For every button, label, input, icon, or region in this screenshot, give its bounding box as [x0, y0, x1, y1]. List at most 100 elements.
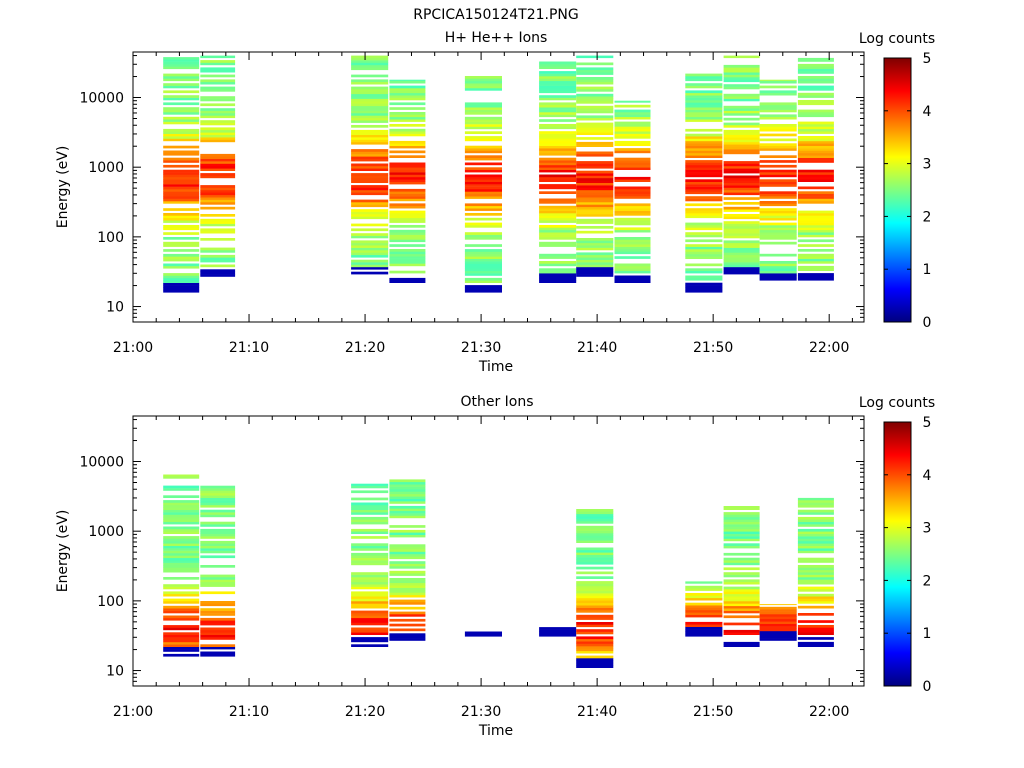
spectrogram-cell [685, 97, 723, 101]
y-tick-label: 100 [97, 230, 124, 246]
spectrogram-cell [797, 126, 834, 130]
spectrogram-cell [464, 213, 502, 216]
spectrogram-cell [163, 172, 200, 175]
spectrogram-cell [351, 245, 389, 248]
spectrogram-cell [797, 256, 834, 259]
spectrogram-cell [759, 128, 797, 132]
spectrogram-cell [351, 115, 389, 119]
spectrogram-cell [351, 598, 389, 602]
spectrogram-cell [200, 192, 236, 196]
spectrogram-cell [200, 485, 236, 489]
spectrogram-cell [614, 193, 651, 197]
spectrogram-cell [723, 512, 760, 515]
spectrogram-cell [351, 141, 389, 145]
spectrogram-cell [539, 95, 577, 98]
spectrogram-cell [685, 167, 723, 170]
spectrogram-cell [389, 92, 426, 96]
spectrogram-cell [163, 107, 200, 110]
spectrogram-cell [464, 287, 502, 291]
spectrogram-cell [200, 62, 236, 66]
spectrogram-cell [163, 102, 200, 106]
spectrogram-cell [351, 603, 389, 607]
spectrogram-cell [539, 633, 577, 637]
spectrogram-cell [723, 72, 760, 75]
spectrogram-cell [539, 61, 577, 65]
spectrogram-cell [723, 235, 760, 239]
spectrogram-cell [163, 112, 200, 115]
spectrogram-cell [351, 581, 389, 585]
spectrogram-cell [614, 263, 651, 267]
spectrogram-cell [163, 565, 200, 568]
spectrogram-cell [389, 551, 426, 555]
spectrogram-cell [723, 593, 760, 597]
spectrogram-cell [685, 109, 723, 113]
spectrogram-cell [200, 81, 236, 85]
spectrogram-cell [614, 148, 651, 151]
time-column [539, 61, 577, 283]
x-tick-label: 22:00 [809, 340, 849, 356]
spectrogram-cell [351, 504, 389, 508]
spectrogram-cell [200, 110, 236, 114]
spectrogram-cell [389, 270, 426, 274]
spectrogram-cell [351, 199, 389, 203]
colorbar-tick-label: 5 [923, 415, 932, 431]
spectrogram-cell [163, 241, 200, 245]
spectrogram-cell [200, 536, 236, 539]
spectrogram-cell [539, 210, 577, 214]
spectrogram-cell [723, 591, 760, 595]
spectrogram-cell [797, 533, 834, 537]
spectrogram-cell [797, 545, 834, 549]
spectrogram-cell [723, 214, 760, 217]
spectrogram-cell [576, 549, 614, 553]
colorbar-tick-label: 4 [923, 468, 932, 484]
spectrogram-cell [464, 280, 502, 283]
spectrogram-cell [200, 540, 236, 544]
spectrogram-cell [389, 493, 426, 497]
spectrogram-cell [576, 650, 614, 654]
spectrogram-cell [539, 66, 577, 69]
spectrogram-cell [797, 160, 834, 163]
spectrogram-cell [723, 226, 760, 229]
spectrogram-cell [163, 83, 200, 86]
y-tick-label: 10000 [79, 455, 124, 471]
spectrogram-cell [389, 90, 426, 94]
spectrogram-cell [723, 524, 760, 527]
spectrogram-cell [539, 229, 577, 233]
spectrogram-cell [464, 121, 502, 125]
spectrogram-cell [200, 644, 236, 647]
spectrogram-cell [539, 631, 577, 635]
spectrogram-cell [759, 145, 797, 149]
spectrogram-cell [351, 579, 389, 583]
spectrogram-cell [163, 615, 200, 619]
spectrogram-cell [723, 209, 760, 212]
spectrogram-cell [576, 226, 614, 229]
spectrogram-cell [576, 221, 614, 224]
spectrogram-cell [200, 173, 236, 176]
spectrogram-cell [723, 552, 760, 556]
spectrogram-cell [200, 137, 236, 140]
spectrogram-cell [576, 631, 614, 635]
spectrogram-cell [539, 164, 577, 168]
spectrogram-cells [163, 55, 834, 293]
spectrogram-cell [685, 179, 723, 182]
spectrogram-cell [351, 622, 389, 626]
spectrogram-cell [576, 588, 614, 591]
spectrogram-cell [389, 150, 426, 154]
spectrogram-cell [200, 497, 236, 501]
spectrogram-cell [163, 509, 200, 513]
spectrogram-cell [539, 71, 577, 74]
spectrogram-cell [576, 262, 614, 265]
spectrogram-cell [200, 264, 236, 268]
spectrogram-cell [576, 271, 614, 275]
spectrogram-cell [576, 264, 614, 268]
plot-frame [132, 51, 865, 323]
colorbar-tick-label: 4 [923, 104, 932, 120]
spectrogram-cell [389, 606, 426, 610]
time-column [539, 627, 577, 637]
spectrogram-cell [163, 136, 200, 139]
spectrogram-cell [200, 230, 236, 234]
spectrogram-cell [163, 485, 200, 489]
spectrogram-cell [539, 241, 577, 245]
spectrogram-cell [389, 513, 426, 516]
spectrogram-cell [464, 148, 502, 151]
